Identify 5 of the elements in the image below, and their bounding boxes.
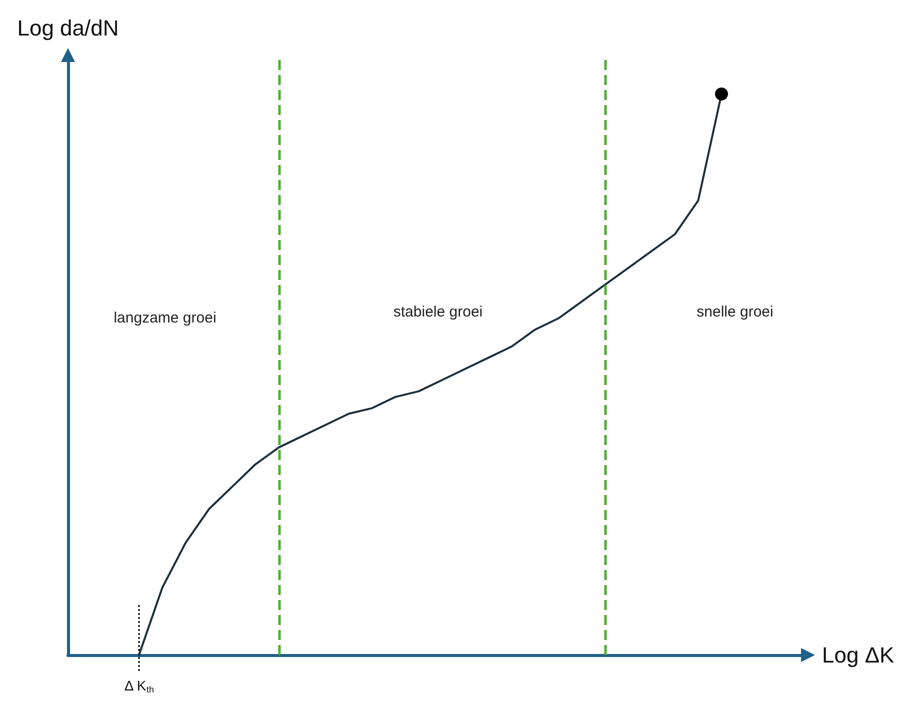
x-axis-title: Log ΔK — [822, 642, 895, 668]
y-axis-title: Log da/dN — [17, 16, 119, 40]
annotation: snelle groei — [696, 304, 774, 320]
annotation: stabiele groei — [393, 304, 483, 320]
annotation: langzame groei — [114, 310, 216, 326]
